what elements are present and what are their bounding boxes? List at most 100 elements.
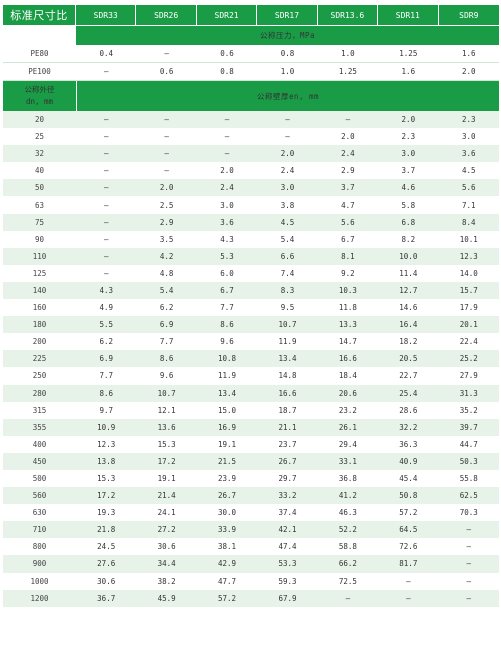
thickness-cell: 21.4: [136, 487, 197, 505]
thickness-cell: 8.6: [136, 350, 197, 368]
wall-header: 公称壁厚en, mm: [76, 81, 499, 111]
thickness-cell: 2.3: [438, 111, 499, 129]
table-row: 450 13.8 17.2 21.5 26.7 33.1 40.9 50.3: [3, 452, 499, 470]
thickness-cell: 27.6: [76, 555, 137, 573]
thickness-cell: 45.4: [378, 469, 439, 488]
dn-cell: 180: [3, 316, 76, 334]
thickness-cell: 38.2: [136, 572, 197, 590]
thickness-cell: 2.9: [317, 162, 379, 180]
thickness-cell: 10.3: [317, 281, 379, 300]
thickness-cell: 3.0: [378, 145, 439, 163]
thickness-cell: 25.4: [378, 384, 439, 402]
dn-cell: 225: [3, 350, 76, 368]
thickness-cell: 50.3: [438, 452, 499, 470]
table-row: 110–4.2 5.3 6.6 8.1 10.0 12.3: [3, 247, 499, 265]
thickness-cell: 47.7: [196, 572, 258, 590]
table-row: 560 17.2 21.4 26.7 33.2 41.2 50.8 62.5: [3, 487, 499, 505]
table-row: 1000 30.6 38.2 47.7 59.3 72.5– –: [3, 572, 499, 590]
thickness-cell: 33.1: [317, 452, 379, 470]
thickness-cell: 20.6: [317, 384, 379, 402]
pipe-dimension-table: 标准尺寸比 SDR33 SDR26 SDR21 SDR17 SDR13.6 SD…: [3, 5, 499, 607]
table-row: 225 6.9 8.6 10.8 13.4 16.6 20.5 25.2: [3, 350, 499, 368]
thickness-cell: 2.3: [378, 128, 439, 146]
thickness-cell: –: [76, 145, 137, 163]
thickness-cell: 2.4: [317, 145, 379, 163]
thickness-cell: 5.3: [196, 247, 258, 265]
table-row: 250 7.7 9.6 11.9 14.8 18.4 22.7 27.9: [3, 367, 499, 385]
thickness-cell: 4.8: [136, 264, 197, 282]
thickness-cell: 36.3: [378, 435, 439, 453]
thickness-cell: –: [438, 538, 499, 556]
thickness-cell: 22.4: [438, 333, 499, 351]
thickness-cell: 19.1: [196, 435, 258, 453]
thickness-cell: 28.6: [378, 401, 439, 419]
table-row: 32– – –2.0 2.4 3.0 3.6: [3, 145, 499, 163]
pressure-row: PE100—0.6 0.8 1.0 1.25 1.6 2.0: [3, 63, 499, 81]
thickness-cell: 4.7: [317, 196, 379, 214]
thickness-cell: 4.3: [76, 281, 137, 300]
thickness-cell: 40.9: [378, 452, 439, 470]
table-row: 63–2.5 3.0 3.8 4.7 5.8 7.1: [3, 196, 499, 214]
thickness-cell: 27.9: [438, 367, 499, 385]
thickness-cell: 19.1: [136, 469, 197, 488]
thickness-cell: 12.3: [76, 435, 137, 453]
thickness-cell: 13.4: [257, 350, 318, 368]
thickness-cell: 14.6: [378, 299, 439, 317]
thickness-cell: 3.5: [136, 230, 197, 248]
dn-cell: 315: [3, 401, 76, 419]
pressure-cell: 1.6: [438, 45, 499, 63]
thickness-cell: 13.3: [317, 316, 379, 334]
thickness-cell: 19.3: [76, 504, 137, 522]
thickness-cell: 35.2: [438, 401, 499, 419]
thickness-cell: 5.8: [378, 196, 439, 214]
table-row: 20– – – – –2.0 2.3: [3, 111, 499, 129]
thickness-cell: 55.8: [438, 469, 499, 488]
sdr-header-cell: SDR26: [136, 5, 197, 25]
thickness-cell: –: [76, 247, 137, 265]
sdr-header-cell: SDR11: [378, 5, 439, 25]
dn-cell: 125: [3, 264, 76, 282]
thickness-cell: 21.1: [257, 418, 318, 436]
thickness-cell: 7.1: [438, 196, 499, 214]
thickness-cell: 24.1: [136, 504, 197, 522]
table-row: 125–4.8 6.0 7.4 9.2 11.4 14.0: [3, 264, 499, 282]
dn-cell: 400: [3, 435, 76, 453]
thickness-cell: 7.4: [257, 264, 318, 282]
thickness-cell: 10.7: [257, 316, 318, 334]
thickness-cell: 11.9: [196, 367, 258, 385]
thickness-cell: 9.6: [196, 333, 258, 351]
thickness-cell: 39.7: [438, 418, 499, 436]
thickness-cell: 26.7: [257, 452, 318, 470]
dn-cell: 40: [3, 162, 76, 180]
thickness-cell: 37.4: [257, 504, 318, 522]
thickness-cell: 12.3: [438, 247, 499, 265]
thickness-cell: –: [438, 589, 499, 607]
pressure-cell: 1.0: [257, 63, 318, 81]
pressure-cell: —: [136, 45, 197, 63]
wall-header-row: 公称外径 dn, mm 公称壁厚en, mm: [3, 81, 499, 111]
thickness-cell: 8.3: [257, 281, 318, 300]
thickness-cell: –: [76, 264, 137, 282]
thickness-cell: 33.9: [196, 521, 258, 539]
dn-cell: 250: [3, 367, 76, 385]
dn-header-line1: 公称外径: [24, 85, 55, 94]
thickness-cell: 81.7: [378, 555, 439, 573]
pressure-header-row: 公称压力，MPa: [3, 25, 499, 45]
thickness-cell: 21.8: [76, 521, 137, 539]
pressure-cell: 0.8: [196, 63, 258, 81]
thickness-cell: 7.7: [76, 367, 137, 385]
thickness-cell: 36.8: [317, 469, 379, 488]
thickness-cell: 20.1: [438, 316, 499, 334]
thickness-cell: 16.9: [196, 418, 258, 436]
thickness-cell: 11.4: [378, 264, 439, 282]
pressure-cell: 1.25: [317, 63, 379, 81]
thickness-cell: 72.6: [378, 538, 439, 556]
thickness-cell: 5.4: [136, 281, 197, 300]
table-row: 315 9.7 12.1 15.0 18.7 23.2 28.6 35.2: [3, 401, 499, 419]
thickness-cell: 72.5: [317, 572, 379, 590]
thickness-cell: 57.2: [196, 589, 258, 607]
pressure-cell: 0.4: [76, 45, 137, 63]
thickness-cell: 67.9: [257, 589, 318, 607]
thickness-cell: 10.8: [196, 350, 258, 368]
blank-cell: [3, 25, 76, 45]
